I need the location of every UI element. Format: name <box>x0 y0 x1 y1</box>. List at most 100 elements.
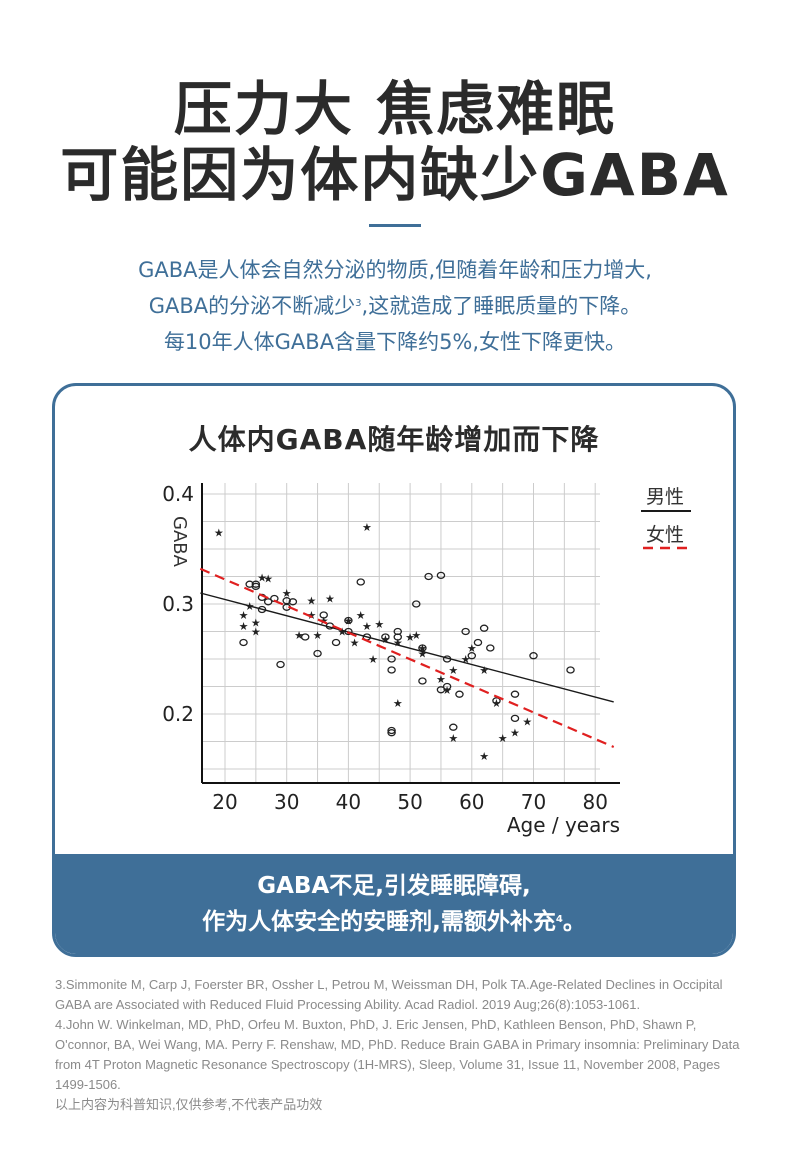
data-point-female: ★ <box>368 653 378 666</box>
data-point-female: ★ <box>380 633 390 646</box>
data-point-female: ★ <box>294 629 304 642</box>
data-point-female: ★ <box>306 595 316 608</box>
data-point-male <box>319 611 328 619</box>
y-axis-title: GABA <box>169 516 190 568</box>
reference-4: 4.John W. Winkelman, MD, PhD, Orfeu M. B… <box>55 1017 740 1092</box>
data-point-female: ★ <box>239 609 249 622</box>
intro-line-2: GABA的分泌不断减少3,这就造成了睡眠质量的下降。 <box>0 288 790 324</box>
y-tick-label: 0.2 <box>162 702 194 726</box>
x-tick-label: 30 <box>274 790 299 814</box>
data-point-female: ★ <box>343 615 353 628</box>
data-point-female: ★ <box>374 618 384 631</box>
reference-3: 3.Simmonite M, Carp J, Foerster BR, Ossh… <box>55 977 723 1012</box>
chart-card: 人体内GABA随年龄增加而下降 0.2 0.3 0.4 20 30 40 50 60 70 80 G… <box>52 383 736 957</box>
data-point-male <box>492 697 501 705</box>
disclaimer: 以上内容为科普知识,仅供参考,不代表产品功效 <box>55 1097 323 1112</box>
data-point-female: ★ <box>479 750 489 763</box>
data-point-female: ★ <box>362 521 372 534</box>
data-point-female: ★ <box>239 620 249 633</box>
data-point-female: ★ <box>467 642 477 655</box>
data-point-male <box>467 652 477 660</box>
data-point-male <box>442 682 452 691</box>
data-point-male <box>486 644 495 652</box>
references: 3.Simmonite M, Carp J, Foerster BR, Ossh… <box>55 975 745 1115</box>
data-point-male <box>393 633 403 641</box>
intro-line-1: GABA是人体会自然分泌的物质,但随着年龄和压力增大, <box>138 258 652 282</box>
data-point-female: ★ <box>411 629 421 642</box>
banner-line-2-tail: 。 <box>562 909 586 935</box>
data-point-male <box>344 616 353 625</box>
data-point-female: ★ <box>492 697 502 710</box>
data-point-female: ★ <box>282 587 292 600</box>
data-point-female: ★ <box>313 629 323 642</box>
data-point-male <box>412 600 421 608</box>
data-point-female: ★ <box>325 593 335 606</box>
data-point-female: ★ <box>350 637 360 650</box>
headline-line-2: 可能因为体内缺少GABA <box>60 141 730 209</box>
data-point-female: ★ <box>356 609 366 622</box>
data-point-male <box>381 633 390 641</box>
data-point-male <box>387 655 396 663</box>
data-point-female: ★ <box>214 527 224 540</box>
banner-line-1: GABA不足,引发睡眠障碍, <box>257 873 531 899</box>
data-point-male <box>418 677 427 685</box>
banner-line-2-text: 作为人体安全的安睡剂,需额外补充 <box>202 909 556 935</box>
citation-3: 3 <box>355 298 362 309</box>
headline-line-1: 压力大 焦虑难眠 <box>173 75 617 143</box>
data-point-female: ★ <box>306 609 316 622</box>
data-point-male <box>436 686 446 694</box>
banner-line-2: 作为人体安全的安睡剂,需额外补充4。 <box>55 904 733 940</box>
data-point-male <box>300 633 310 641</box>
data-point-female: ★ <box>362 620 372 633</box>
legend-male-label: 男性 <box>646 486 684 508</box>
data-point-male <box>251 582 261 591</box>
data-point-female: ★ <box>251 626 261 639</box>
title-divider <box>369 224 421 227</box>
data-point-female: ★ <box>448 732 458 745</box>
data-point-male <box>473 638 483 647</box>
data-point-male <box>239 638 248 647</box>
data-point-male <box>436 571 446 580</box>
citation-4: 4 <box>555 914 563 925</box>
data-point-female: ★ <box>522 716 532 729</box>
data-point-female: ★ <box>337 626 347 639</box>
bottom-banner: GABA不足,引发睡眠障碍, 作为人体安全的安睡剂,需额外补充4。 <box>55 854 733 954</box>
y-tick-label: 0.3 <box>162 592 194 616</box>
data-point-male <box>387 729 396 737</box>
data-point-male <box>313 649 322 658</box>
intro-text: GABA是人体会自然分泌的物质,但随着年龄和压力增大, GABA的分泌不断减少3… <box>0 252 790 360</box>
x-tick-label: 20 <box>212 790 237 814</box>
data-point-male <box>424 572 433 581</box>
data-point-female: ★ <box>479 664 489 677</box>
data-point-male <box>331 638 341 647</box>
data-point-female: ★ <box>461 653 471 666</box>
data-point-male <box>510 714 520 723</box>
data-point-male <box>449 723 458 731</box>
x-axis-title: Age / years <box>507 813 620 837</box>
y-tick-label: 0.4 <box>162 482 194 506</box>
data-point-male <box>288 598 298 606</box>
x-tick-label: 40 <box>336 790 361 814</box>
data-point-female: ★ <box>418 648 428 661</box>
data-point-female: ★ <box>393 697 403 710</box>
data-point-female: ★ <box>436 673 446 686</box>
data-point-female: ★ <box>442 684 452 697</box>
data-point-female: ★ <box>418 642 428 655</box>
data-point-male <box>529 652 538 660</box>
trendline-female <box>199 567 615 749</box>
data-point-male <box>276 660 285 669</box>
chart-title: 人体内GABA随年龄增加而下降 <box>188 423 600 456</box>
data-point-male <box>566 666 575 674</box>
x-tick-label: 70 <box>521 790 546 814</box>
intro-line-2-text: GABA的分泌不断减少 <box>148 294 356 318</box>
legend-female-label: 女性 <box>646 524 684 546</box>
data-point-female: ★ <box>263 573 273 586</box>
data-point-male <box>479 624 489 632</box>
trendline-male <box>200 592 614 703</box>
data-point-male <box>356 578 365 586</box>
x-tick-label: 50 <box>397 790 422 814</box>
data-point-female: ★ <box>393 637 403 650</box>
data-point-female: ★ <box>510 727 520 740</box>
data-point-male <box>263 598 273 606</box>
